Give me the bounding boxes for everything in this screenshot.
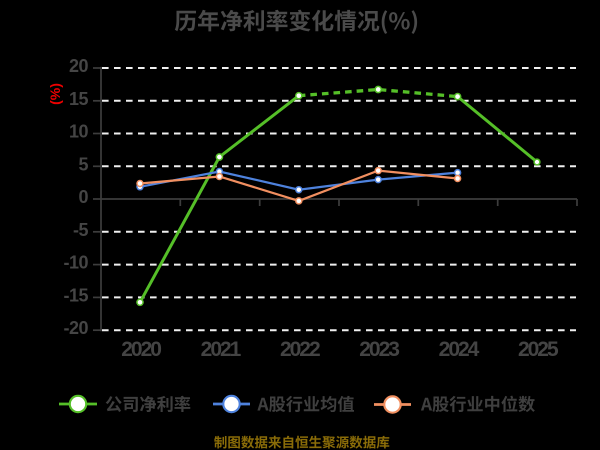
svg-text:5: 5 — [78, 154, 88, 174]
svg-text:2023: 2023 — [359, 338, 399, 361]
svg-text:2024: 2024 — [439, 338, 480, 361]
svg-text:2020: 2020 — [121, 338, 161, 361]
svg-text:2022: 2022 — [280, 338, 320, 361]
svg-text:-10: -10 — [63, 253, 88, 273]
svg-text:(%): (%) — [47, 83, 63, 105]
svg-text:0: 0 — [78, 187, 88, 207]
svg-text:10: 10 — [69, 122, 89, 142]
svg-text:-5: -5 — [73, 220, 88, 240]
svg-text:20: 20 — [69, 56, 89, 76]
svg-text:2021: 2021 — [201, 338, 242, 361]
svg-text:-20: -20 — [63, 318, 88, 338]
svg-text:2025: 2025 — [518, 338, 559, 361]
svg-text:-15: -15 — [63, 285, 88, 305]
svg-text:15: 15 — [69, 89, 89, 109]
